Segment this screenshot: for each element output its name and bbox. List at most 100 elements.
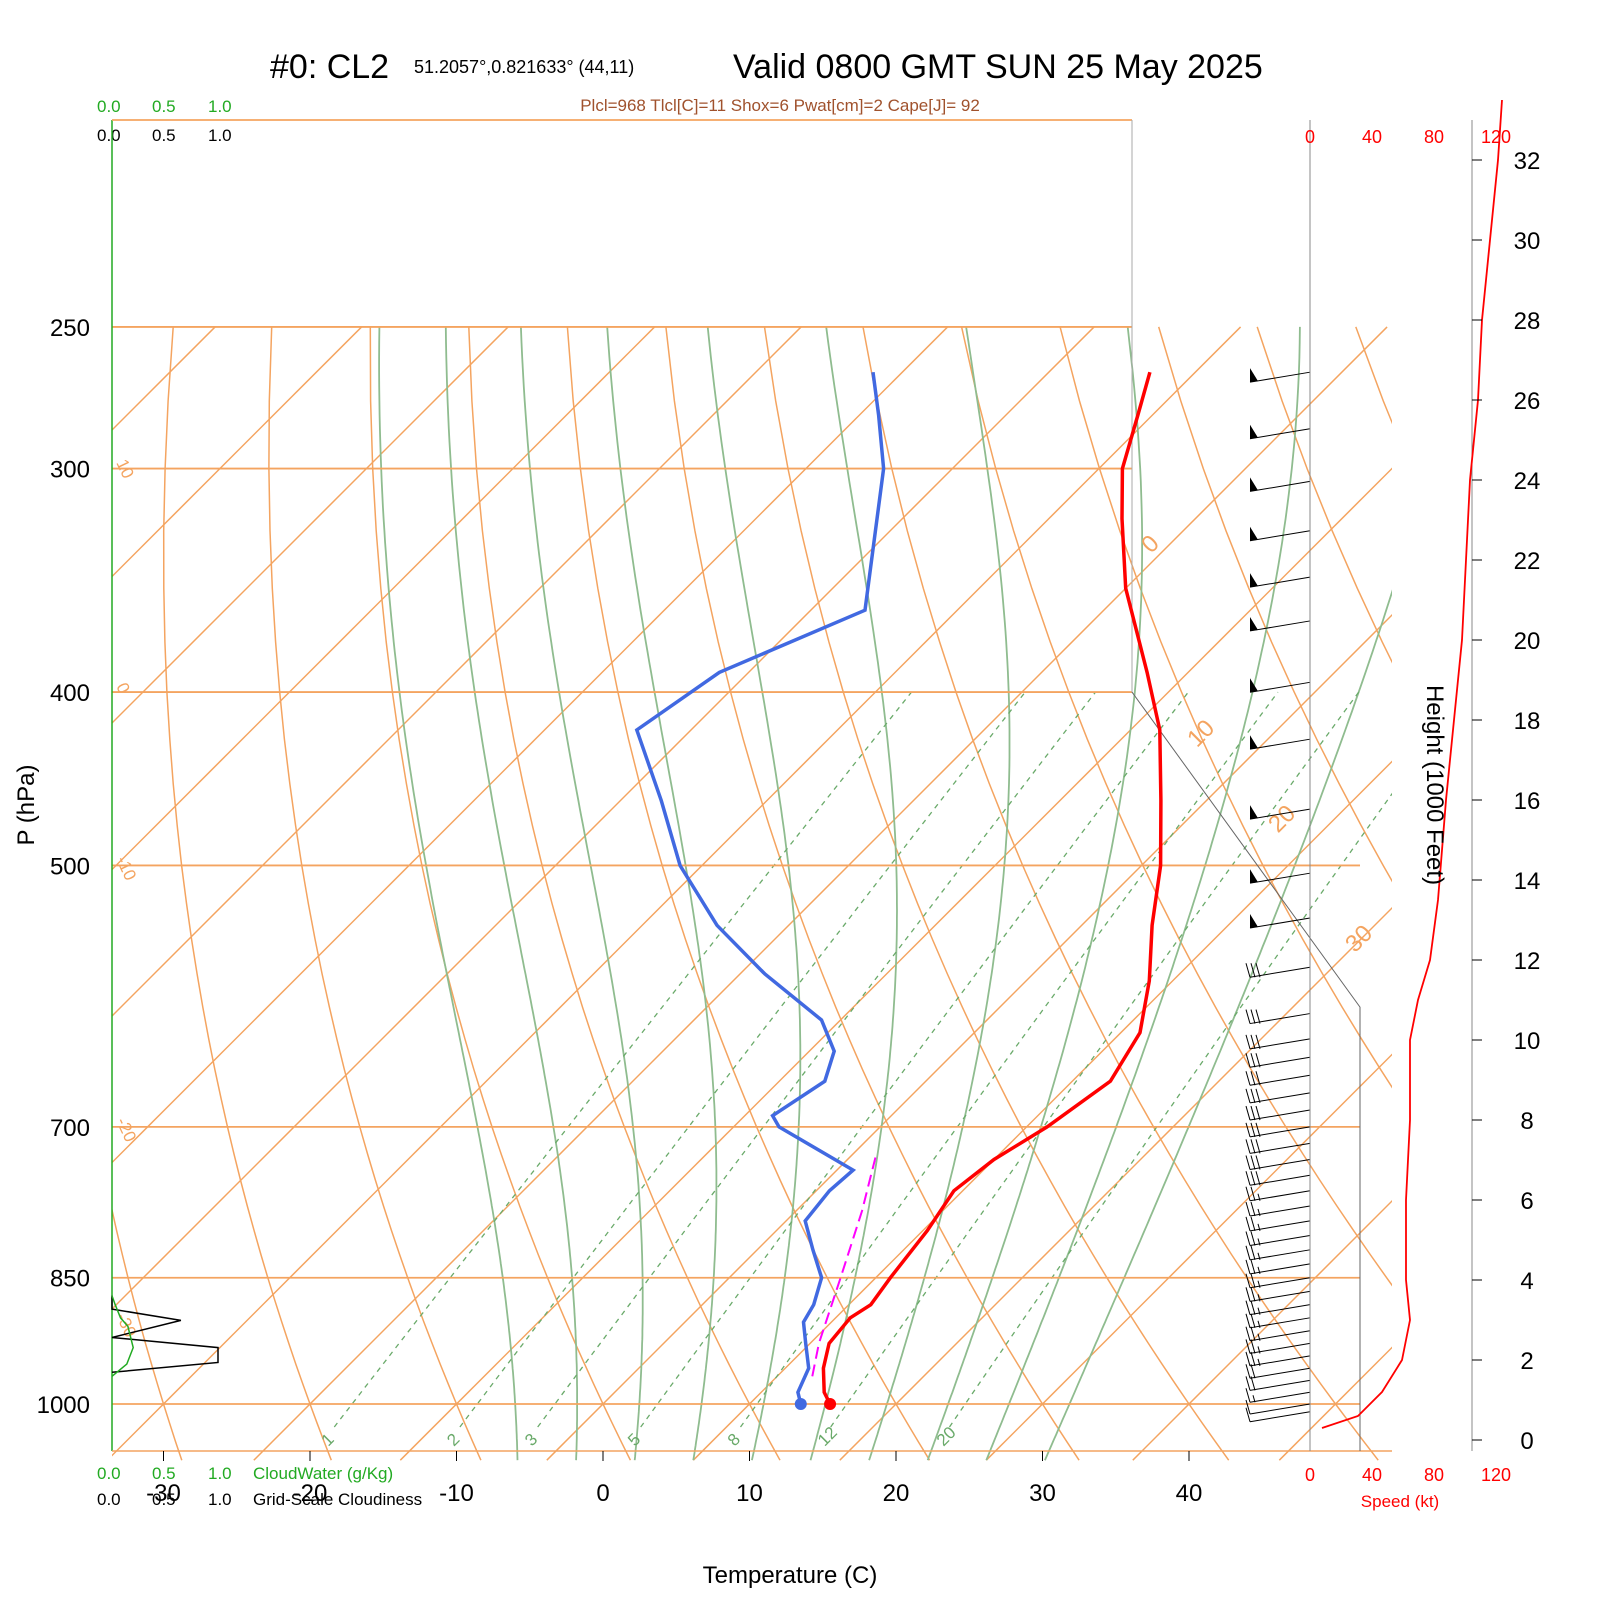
height-tick-label: 10 xyxy=(1514,1028,1541,1055)
barb-feather xyxy=(1250,1287,1256,1302)
dry-adiabat xyxy=(1059,326,1392,1089)
barb-pennant xyxy=(1250,526,1258,541)
temperature-tick-label: -20 xyxy=(293,1480,328,1507)
barb-staff xyxy=(1249,371,1311,383)
wind-barb xyxy=(1249,526,1311,542)
temperature-tick-label: 0 xyxy=(596,1480,609,1507)
wind-barb xyxy=(1249,424,1311,440)
barb-feather xyxy=(1255,1034,1261,1049)
speed-tick-top: 0 xyxy=(1305,127,1315,147)
wind-barb xyxy=(1245,1376,1311,1391)
height-tick-label: 0 xyxy=(1520,1428,1533,1455)
barb-feather xyxy=(1245,1171,1251,1186)
wind-barb xyxy=(1245,1273,1311,1289)
isotherm-label-right: 20 xyxy=(1263,800,1301,838)
bot-cw-tick-2: 1.0 xyxy=(208,1464,232,1483)
barb-feather xyxy=(1255,963,1261,978)
isotherm-line xyxy=(399,467,1392,1461)
barb-half-feather xyxy=(1257,1346,1261,1354)
barb-feather xyxy=(1255,1122,1261,1138)
dry-adiabat xyxy=(468,326,781,1461)
barb-feather xyxy=(1245,1300,1251,1315)
mixing-ratio-label: 3 xyxy=(521,1430,541,1450)
barb-feather xyxy=(1250,1034,1256,1049)
wind-barb xyxy=(1245,1245,1311,1261)
wind-barb xyxy=(1245,1186,1311,1202)
wind-barb xyxy=(1249,735,1311,750)
temperature-tick-label: 30 xyxy=(1029,1480,1056,1507)
dry-adiabat xyxy=(162,326,332,1461)
dry-adiabat xyxy=(1256,326,1392,664)
mixing-ratio-line xyxy=(333,691,913,1428)
moist-adiabat xyxy=(926,326,1143,1461)
height-tick-label: 2 xyxy=(1520,1348,1533,1375)
wind-barb xyxy=(1249,616,1311,632)
barb-half-feather xyxy=(1257,1223,1261,1231)
barb-feather xyxy=(1250,1313,1256,1328)
barb-staff xyxy=(1249,917,1311,929)
profiles xyxy=(634,371,1163,1410)
wind-barb xyxy=(1249,368,1311,383)
barb-feather xyxy=(1245,1313,1251,1328)
barb-pennant xyxy=(1250,735,1258,750)
speed-tick-bottom: 120 xyxy=(1481,1465,1511,1485)
dry-adiabat xyxy=(369,326,632,1461)
dry-adiabat xyxy=(665,326,1080,1461)
temperature-tick-label: -10 xyxy=(439,1480,474,1507)
bot-gc-tick-2: 1.0 xyxy=(208,1490,232,1509)
wind-barb xyxy=(1249,869,1311,884)
wind-barb xyxy=(1245,1088,1311,1104)
bottom-cloud-legend: 0.0 0.5 1.0 CloudWater (g/Kg) 0.0 0.5 1.… xyxy=(97,1464,422,1509)
dry-adiabat xyxy=(1355,326,1392,425)
wind-barb xyxy=(1249,573,1311,588)
isotherm-line xyxy=(112,326,1095,1311)
barb-staff xyxy=(1249,1367,1311,1379)
wind-barb xyxy=(1245,1399,1311,1415)
barb-staff xyxy=(1249,1411,1311,1423)
barb-feather xyxy=(1250,1231,1256,1246)
dewpoint-line xyxy=(634,371,886,1405)
speed-tick-top: 40 xyxy=(1362,127,1382,147)
surface-temp-dot xyxy=(824,1398,837,1410)
barb-feather xyxy=(1250,1155,1256,1170)
isotherm-label-right: 10 xyxy=(1182,715,1220,753)
barb-pennant xyxy=(1250,914,1258,929)
wind-barb xyxy=(1245,1105,1311,1121)
bot-gc-tick-1: 0.5 xyxy=(152,1490,176,1509)
wind-barb xyxy=(1249,477,1311,492)
mixing-ratio-label: 12 xyxy=(814,1423,841,1450)
dry-adiabat xyxy=(268,326,482,1461)
wind-barb xyxy=(1245,1139,1311,1154)
barb-feather xyxy=(1250,1351,1256,1367)
pressure-tick-label: 500 xyxy=(50,853,90,880)
barb-feather xyxy=(1245,1034,1251,1049)
temperature-line xyxy=(821,371,1163,1405)
barb-feather xyxy=(1245,1326,1251,1341)
isotherm-line xyxy=(112,326,1242,1457)
height-tick-label: 24 xyxy=(1514,468,1541,495)
top-cloudwater-scale: 0.0 0.5 1.0 0.0 0.5 1.0 xyxy=(97,97,232,145)
wind-barbs xyxy=(1245,368,1311,1423)
isotherm-label: 0 xyxy=(112,680,133,697)
barb-half-feather xyxy=(1257,1294,1261,1302)
barb-pennant xyxy=(1250,616,1258,631)
isotherm-line xyxy=(692,760,1392,1461)
x-axis-label: Temperature (C) xyxy=(703,1562,878,1589)
temperature-tick-label: 40 xyxy=(1176,1480,1203,1507)
barb-feather xyxy=(1245,1122,1251,1138)
mixing-ratio-line xyxy=(739,691,1279,1428)
barb-feather xyxy=(1245,1273,1251,1288)
isotherm-line xyxy=(546,613,1392,1461)
wind-barb xyxy=(1245,1339,1311,1354)
barb-feather xyxy=(1250,1300,1256,1315)
top-gc-tick-0: 0.0 xyxy=(97,126,121,145)
dry-adiabat xyxy=(566,326,931,1461)
mixing-ratio-label: 8 xyxy=(724,1430,744,1450)
barb-feather xyxy=(1250,1139,1256,1154)
moist-adiabat xyxy=(520,326,644,1461)
wind-barb xyxy=(1245,1300,1311,1316)
barb-feather xyxy=(1250,1171,1256,1186)
barb-feather xyxy=(1255,1009,1261,1024)
